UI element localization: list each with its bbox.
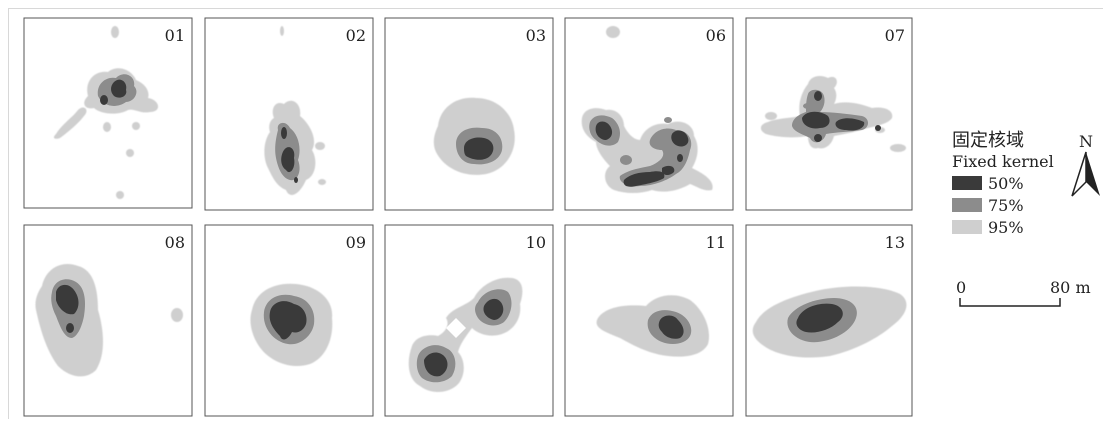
north-label: N <box>1079 132 1093 151</box>
panel-08: 08 <box>23 224 193 417</box>
north-arrow: N <box>1068 132 1104 202</box>
kernel-50 <box>464 137 494 160</box>
legend-item-95: 95% <box>952 216 1054 238</box>
panel-label: 02 <box>346 26 366 45</box>
legend-label-50: 50% <box>988 173 1024 193</box>
panel-02: 02 <box>204 17 374 211</box>
panel-label: 13 <box>885 233 905 252</box>
panel-09: 09 <box>204 224 374 417</box>
legend-title-chinese: 固定核域 <box>952 130 1024 151</box>
kernel-50 <box>802 91 881 142</box>
legend-swatch-75 <box>952 198 982 212</box>
panel-11: 11 <box>564 224 734 417</box>
panel-label: 08 <box>165 233 185 252</box>
north-arrow-icon <box>1071 151 1100 197</box>
kernel-50 <box>56 284 79 333</box>
panel-06: 06 <box>564 17 734 211</box>
panel-01: 01 <box>23 17 193 209</box>
legend-item-50: 50% <box>952 172 1054 194</box>
kernel-50 <box>281 127 298 183</box>
panel-10: 10 <box>384 224 554 417</box>
kernel-50 <box>658 315 684 339</box>
kernel-50 <box>100 79 127 105</box>
panel-07: 07 <box>745 17 913 211</box>
scale-start-label: 0 <box>956 278 967 297</box>
panel-03: 03 <box>384 17 554 211</box>
kernel-50 <box>269 301 307 340</box>
legend: 固定核域 Fixed kernel 50% 75% 95% <box>952 130 1054 238</box>
panel-label: 10 <box>526 233 546 252</box>
panel-13: 13 <box>745 224 913 417</box>
kernel-gap <box>446 318 466 338</box>
legend-title-english: Fixed kernel <box>952 152 1054 171</box>
scale-bar-line <box>959 298 1061 307</box>
legend-swatch-50 <box>952 176 982 190</box>
kernel-50 <box>424 298 504 377</box>
panel-label: 06 <box>706 26 726 45</box>
legend-label-95: 95% <box>988 217 1024 237</box>
panel-label: 07 <box>885 26 905 45</box>
panel-label: 01 <box>165 26 185 45</box>
panel-label: 11 <box>706 233 726 252</box>
kernel-50 <box>796 303 843 333</box>
kernel-50 <box>595 121 689 187</box>
legend-item-75: 75% <box>952 194 1054 216</box>
scale-bar: 0 80 m <box>952 278 1092 318</box>
legend-swatch-95 <box>952 220 982 234</box>
panel-label: 09 <box>346 233 366 252</box>
scale-end-label: 80 m <box>1050 278 1091 297</box>
legend-label-75: 75% <box>988 195 1024 215</box>
panel-label: 03 <box>526 26 546 45</box>
figure-frame <box>8 8 1103 419</box>
